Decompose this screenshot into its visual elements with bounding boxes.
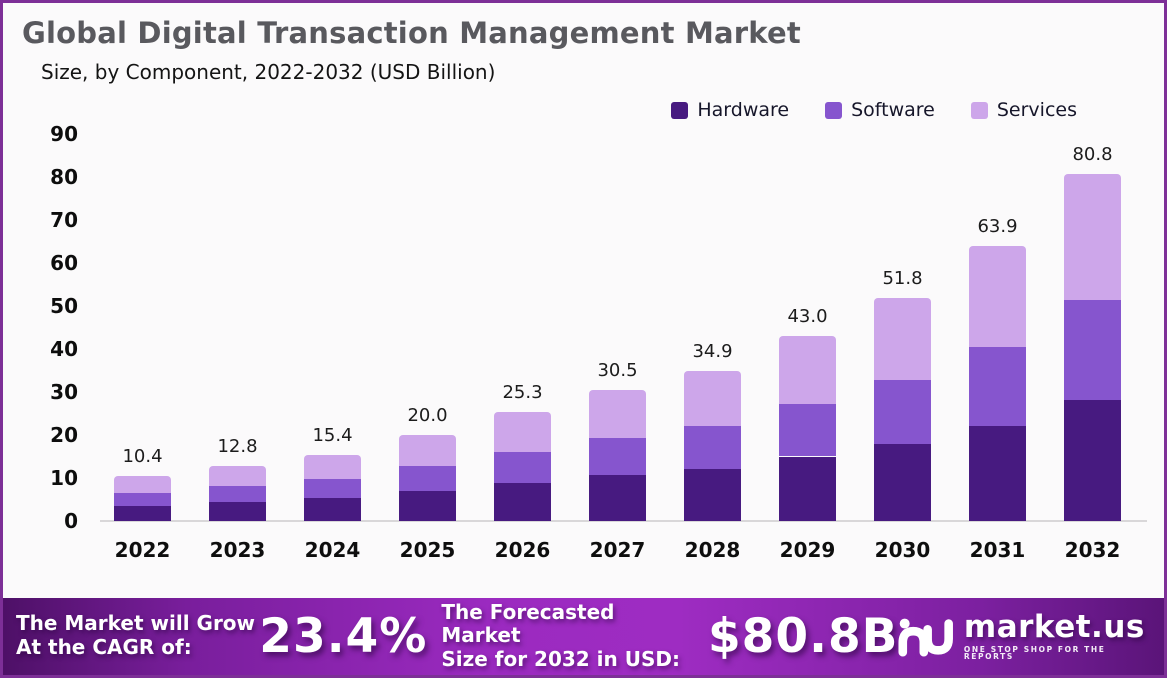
bar-total-label: 80.8 [1072,143,1113,165]
bar-segment-software-2025 [399,466,456,491]
brand-name: market.us [963,608,1145,645]
bar-segment-hardware-2026 [494,483,551,521]
bar-total-label: 12.8 [217,435,258,457]
brand-tagline: ONE STOP SHOP FOR THE REPORTS [963,644,1106,661]
legend-item-software: Software [825,99,935,121]
bar-segment-software-2027 [589,437,646,476]
bar-segment-services-2023 [209,465,266,486]
cagr-label-line1: The Market will Grow [16,611,256,636]
bar-total-label: 51.8 [882,268,923,290]
bar-segment-hardware-2031 [969,425,1026,521]
bar-segment-software-2028 [684,425,741,469]
x-axis-label: 2028 [684,538,741,562]
bar-segment-hardware-2030 [874,443,931,521]
bar-segment-software-2026 [494,451,551,484]
bar-segment-software-2023 [209,485,266,502]
x-axis-label: 2026 [494,538,551,562]
bar-total-label: 20.0 [407,405,448,426]
bar-segment-services-2027 [589,389,646,438]
forecast-value: $80.8B [707,608,899,664]
y-axis-tick: 90 [50,122,78,146]
page-subtitle: Size, by Component, 2022-2032 (USD Billi… [41,60,496,84]
bar-segment-services-2026 [494,412,551,452]
bar-segment-hardware-2029 [779,456,836,521]
bar-segment-services-2024 [304,454,361,479]
marketus-logo-icon [898,618,954,657]
bar-segment-software-2022 [114,492,171,506]
brand-text: market.us ONE STOP SHOP FOR THE REPORTS [963,608,1151,661]
forecast-label: The Forecasted Market Size for 2032 in U… [441,599,698,672]
bar-segment-hardware-2032 [1064,400,1121,521]
bar-total-label: 25.3 [502,382,543,404]
bar-total-label: 15.4 [312,424,353,446]
software-swatch-icon [825,101,843,119]
y-axis-tick: 50 [50,294,78,318]
x-axis-label: 2022 [114,538,171,562]
y-axis-tick: 40 [50,337,78,361]
bar-total-label: 10.4 [122,446,163,468]
bar-segment-software-2030 [874,379,931,444]
bar-segment-hardware-2028 [684,468,741,521]
y-axis-tick: 10 [50,466,78,490]
bar-segment-hardware-2027 [589,475,646,521]
hardware-swatch-icon [671,101,689,119]
forecast-label-line2: Size for 2032 in USD: [441,646,680,671]
legend-label: Hardware [697,99,790,121]
services-swatch-icon [970,101,988,119]
bar-segment-software-2024 [304,478,361,498]
x-axis-label: 2030 [874,538,931,562]
bar-segment-services-2031 [969,246,1026,347]
x-axis-label: 2025 [399,538,456,562]
legend: Hardware Software Services [671,99,1077,121]
x-axis-baseline [100,520,1147,522]
brand-logo: market.us ONE STOP SHOP FOR THE REPORTS [898,608,1151,661]
bar-segment-software-2032 [1064,300,1121,401]
x-axis-label: 2029 [779,538,836,562]
cagr-label-line2: At the CAGR of: [16,635,192,659]
bar-total-label: 30.5 [597,359,638,381]
x-axis-label: 2027 [589,538,646,562]
cagr-label: The Market will Grow At the CAGR of: [16,612,257,659]
bar-segment-services-2030 [874,298,931,380]
x-axis-label: 2032 [1064,538,1121,562]
bar-segment-hardware-2023 [209,501,266,521]
bar-segment-hardware-2022 [114,505,171,521]
legend-item-hardware: Hardware [671,99,789,121]
y-axis-tick: 20 [50,423,78,447]
cagr-value: 23.4% [259,608,428,664]
bar-segment-hardware-2024 [304,497,361,521]
bar-segment-services-2028 [684,370,741,426]
bar-segment-hardware-2025 [399,490,456,521]
forecast-label-line1: The Forecasted Market [441,599,615,648]
page-title: Global Digital Transaction Management Ma… [22,16,801,50]
x-axis-label: 2024 [304,538,361,562]
y-axis-tick: 80 [50,165,78,189]
x-axis-label: 2023 [209,538,266,562]
bar-segment-services-2029 [779,336,836,404]
x-axis-label: 2031 [969,538,1026,562]
bar-segment-software-2031 [969,346,1026,426]
y-axis-tick: 70 [50,208,78,232]
cagr-banner: The Market will Grow At the CAGR of: 23.… [0,598,1167,678]
legend-item-services: Services [970,99,1077,121]
legend-label: Services [996,99,1077,121]
y-axis-tick: 0 [64,509,78,533]
bar-segment-software-2029 [779,403,836,457]
legend-label: Software [851,99,935,121]
y-axis-tick: 30 [50,380,78,404]
bar-segment-services-2022 [114,476,171,493]
bar-segment-services-2025 [399,435,456,467]
y-axis-tick: 60 [50,251,78,275]
bar-total-label: 63.9 [977,216,1018,238]
bar-total-label: 34.9 [692,340,733,362]
bar-total-label: 43.0 [787,306,828,328]
bar-segment-services-2032 [1064,173,1121,301]
